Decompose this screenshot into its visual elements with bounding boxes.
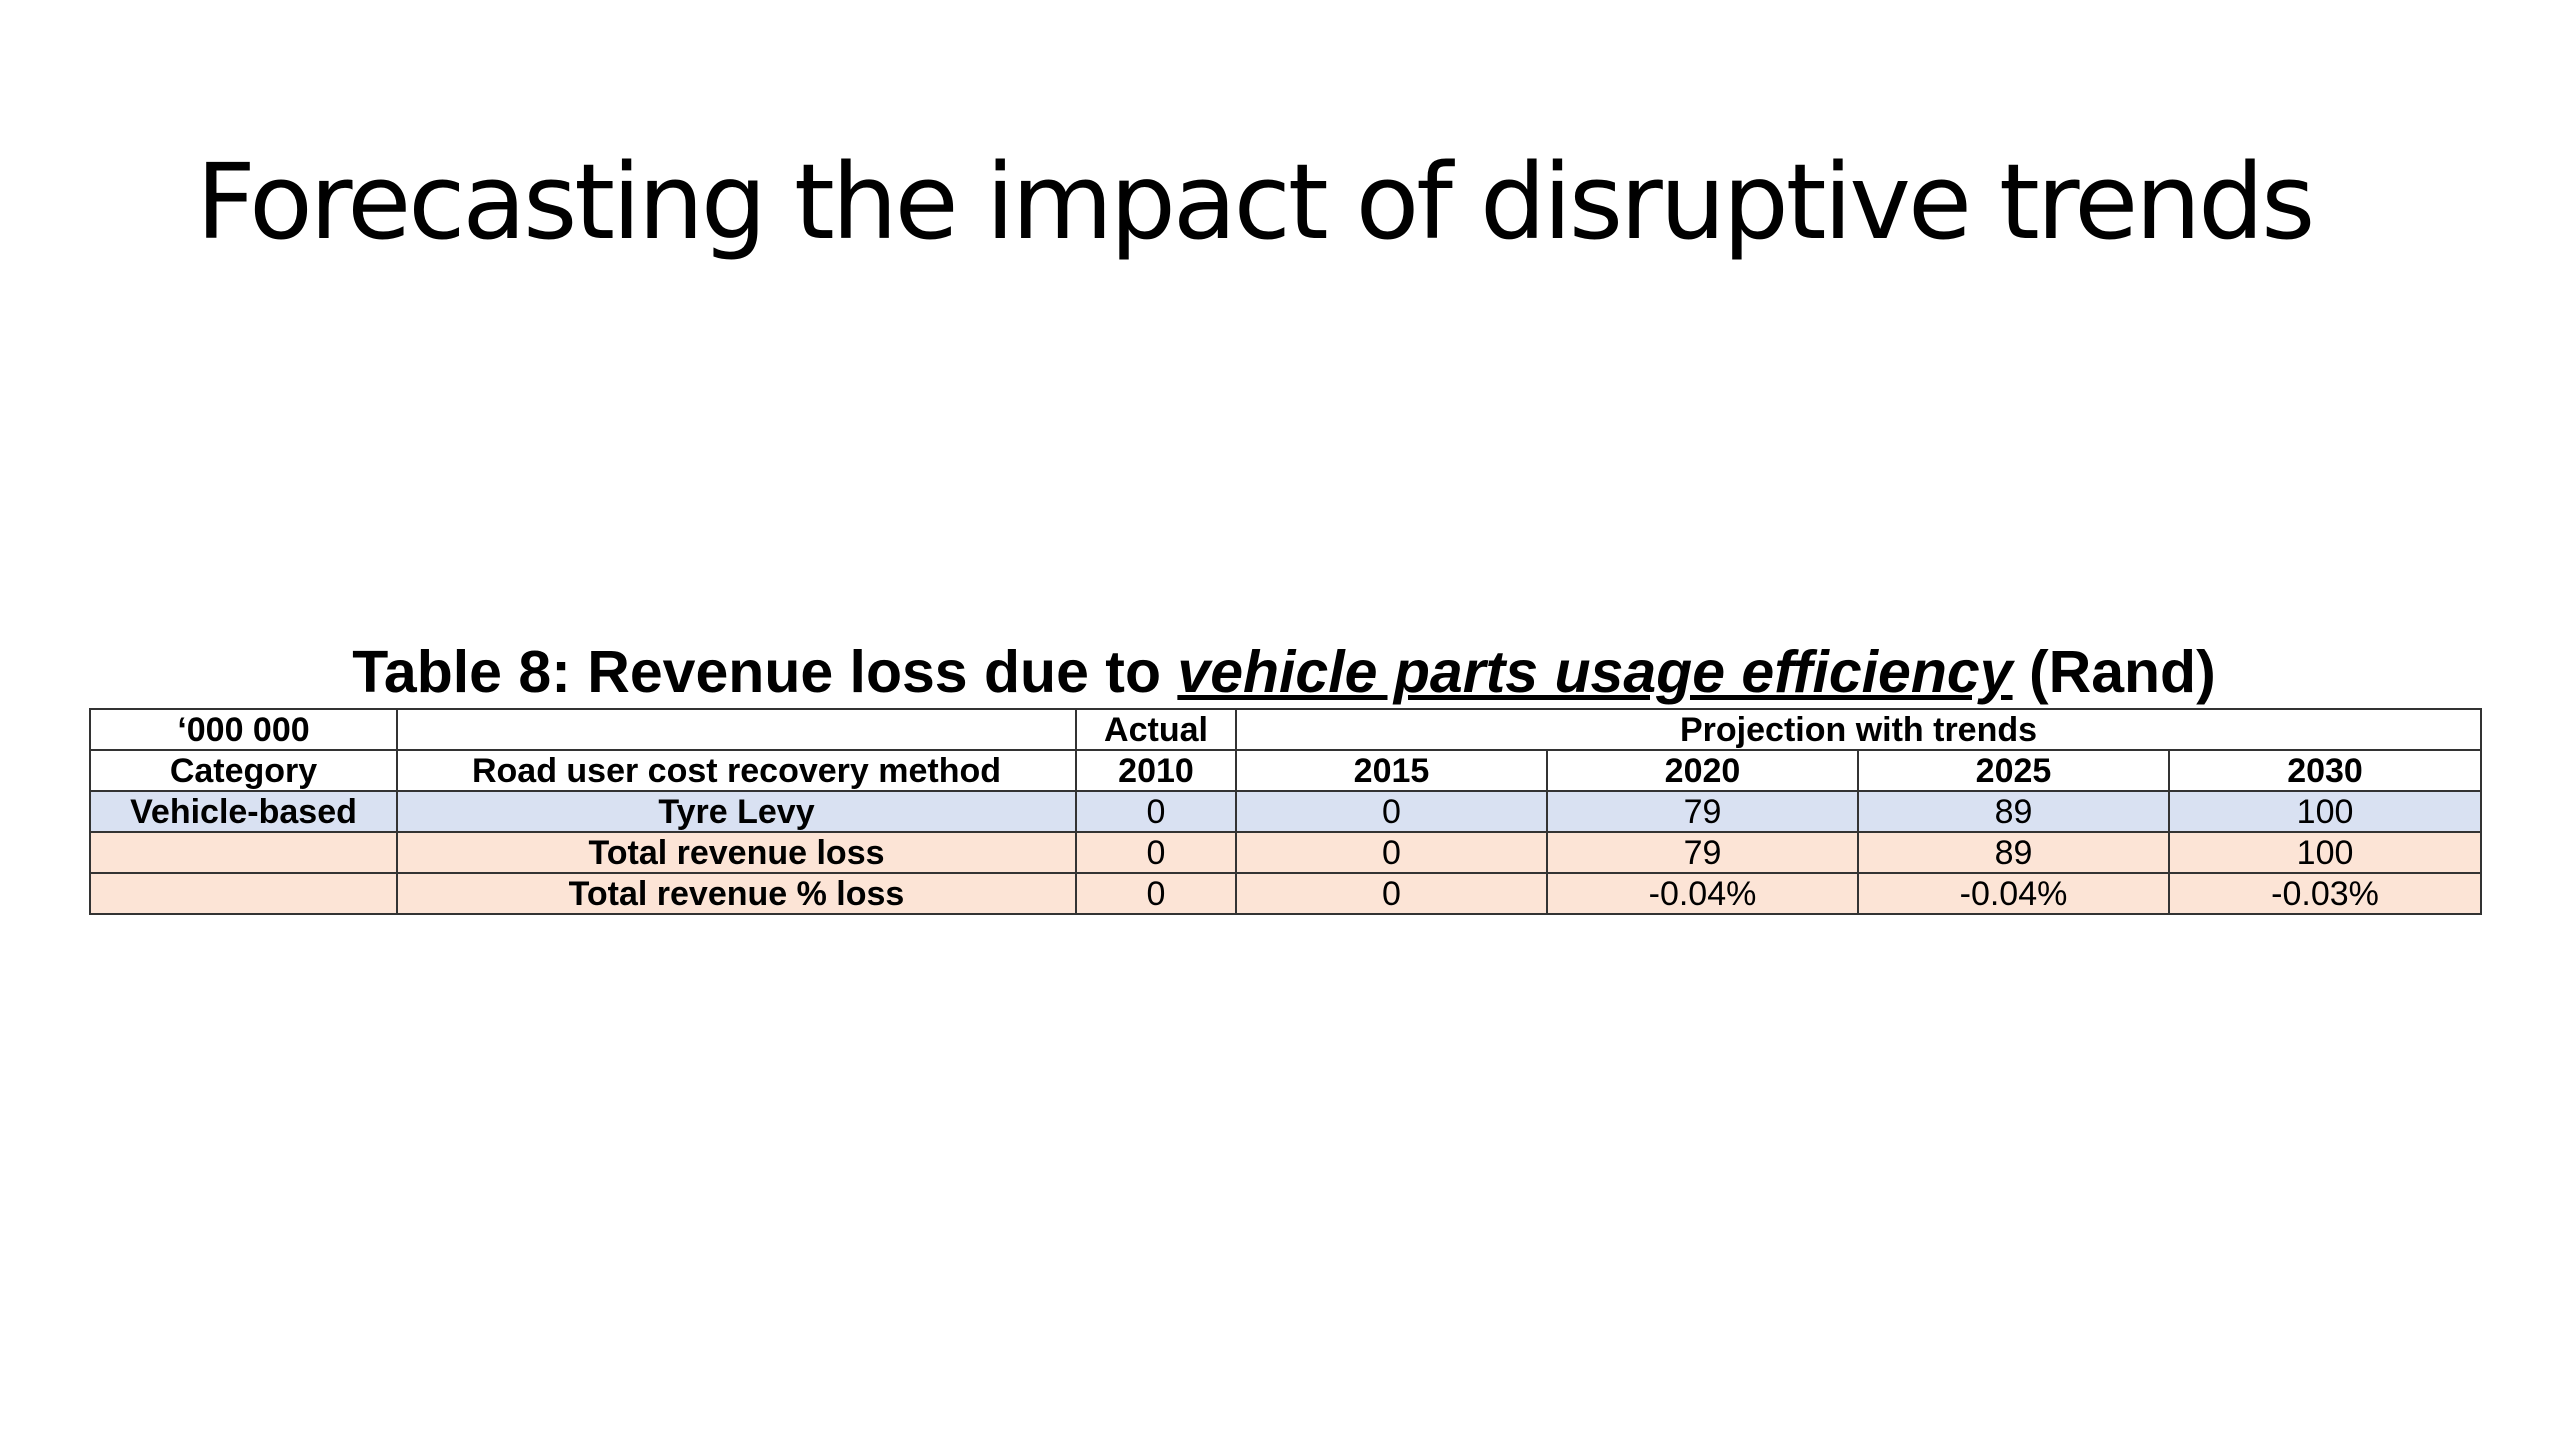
table-row: Vehicle-based Tyre Levy 0 0 79 89 100 [89, 790, 2483, 833]
header-row-columns: Category Road user cost recovery method … [89, 749, 2483, 792]
year-header-cell: 2010 [1075, 749, 1237, 792]
value-cell: 0 [1235, 831, 1548, 874]
category-header-cell: Category [89, 749, 398, 792]
table-caption: Table 8: Revenue loss due to vehicle par… [89, 636, 2479, 708]
category-cell [89, 831, 398, 874]
method-header-cell: Road user cost recovery method [396, 749, 1077, 792]
caption-suffix: (Rand) [2012, 639, 2216, 705]
actual-header-cell: Actual [1075, 708, 1237, 751]
year-header-cell: 2030 [2167, 749, 2483, 792]
year-header-cell: 2020 [1546, 749, 1859, 792]
value-cell: 0 [1235, 872, 1548, 915]
value-cell: -0.04% [1546, 872, 1859, 915]
method-cell: Tyre Levy [396, 790, 1077, 833]
category-cell [89, 872, 398, 915]
slide-title: Forecasting the impact of disruptive tre… [196, 141, 2315, 263]
method-cell: Total revenue loss [396, 831, 1077, 874]
unit-header-cell: ‘000 000 [89, 708, 398, 751]
value-cell: 0 [1075, 872, 1237, 915]
value-cell: 79 [1546, 790, 1859, 833]
revenue-loss-table: ‘000 000 Actual Projection with trends C… [89, 708, 2483, 915]
method-header-blank-cell [396, 708, 1077, 751]
value-cell: 100 [2167, 790, 2483, 833]
projection-header-cell: Projection with trends [1234, 708, 2483, 751]
header-row-units: ‘000 000 Actual Projection with trends [89, 708, 2483, 751]
value-cell: 100 [2167, 831, 2483, 874]
caption-prefix: Table 8: Revenue loss due to [352, 639, 1178, 705]
value-cell: 89 [1857, 831, 2170, 874]
value-cell: -0.03% [2167, 872, 2483, 915]
table-row: Total revenue loss 0 0 79 89 100 [89, 831, 2483, 874]
value-cell: 0 [1235, 790, 1548, 833]
value-cell: 89 [1857, 790, 2170, 833]
year-header-cell: 2025 [1857, 749, 2170, 792]
year-header-cell: 2015 [1235, 749, 1548, 792]
category-cell: Vehicle-based [89, 790, 398, 833]
value-cell: -0.04% [1857, 872, 2170, 915]
caption-emphasis: vehicle parts usage efficiency [1177, 639, 2013, 705]
value-cell: 79 [1546, 831, 1859, 874]
value-cell: 0 [1075, 831, 1237, 874]
method-cell: Total revenue % loss [396, 872, 1077, 915]
table-row: Total revenue % loss 0 0 -0.04% -0.04% -… [89, 872, 2483, 915]
value-cell: 0 [1075, 790, 1237, 833]
